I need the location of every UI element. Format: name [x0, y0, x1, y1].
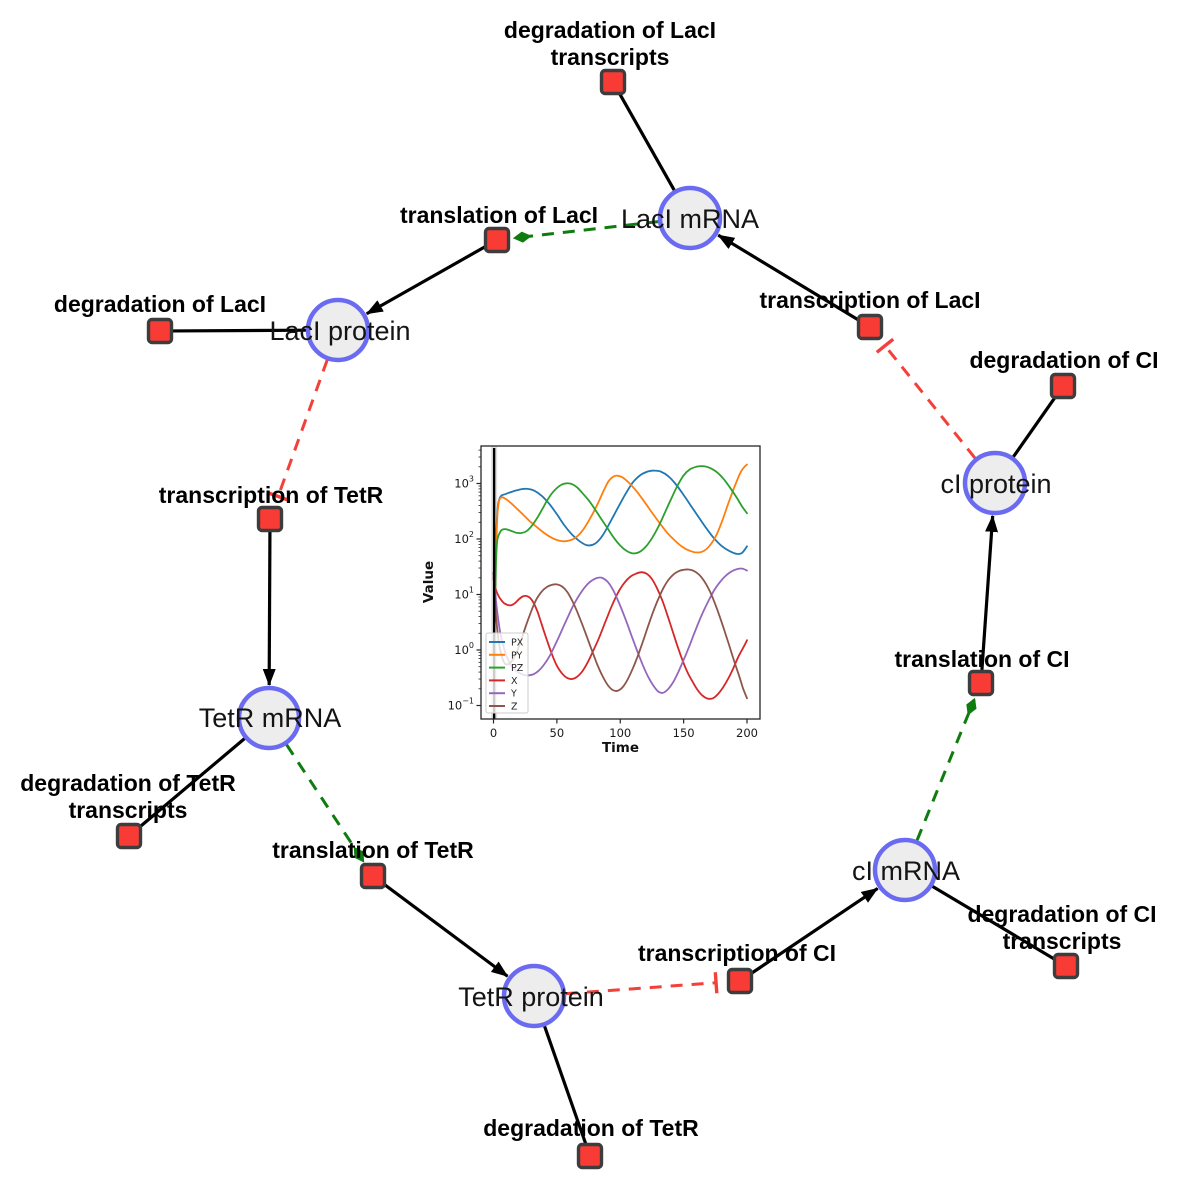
edge-consumption-ci-protein-deg-ci: [1012, 395, 1057, 458]
species-node-ci-mrna: [872, 837, 938, 903]
species-node-laci-mrna: [657, 185, 723, 251]
y-tick-label: 101: [454, 586, 474, 602]
species-label-ci-mrna: cI mRNA: [852, 856, 960, 886]
reaction-node-deg-ci: [1049, 372, 1077, 400]
edge-production-translation-laci-laci-protein: [365, 245, 487, 316]
edges-layer: [137, 92, 1057, 1145]
reaction-label-translation-tetr-line0: translation of TetR: [272, 837, 474, 863]
edge-inhibition-laci-protein-transcription-tetr: [276, 359, 329, 497]
reaction-label-deg-ci-transcripts-line0: degradation of CI: [967, 901, 1156, 927]
edge-production-translation-ci-ci-protein: [980, 514, 999, 671]
edge-production-transcription-laci-laci-mrna: [717, 233, 860, 322]
reaction-label-translation-laci-line0: translation of LacI: [400, 202, 598, 228]
reaction-label-transcription-laci-line0: transcription of LacI: [759, 287, 980, 313]
x-tick-label: 100: [609, 726, 631, 740]
species-node-ci-protein: [962, 450, 1028, 516]
reaction-label-deg-tetr-line0: degradation of TetR: [483, 1115, 699, 1141]
legend-label-PY: PY: [511, 650, 523, 661]
species-node-tetr-mrna: [236, 685, 302, 751]
reaction-label-deg-laci-transcripts-line0: degradation of LacI: [504, 17, 716, 43]
edge-modifier-laci-mrna-translation-laci: [512, 220, 659, 243]
edge-production-transcription-tetr-tetr-mrna: [262, 531, 276, 687]
reaction-node-translation-laci: [483, 226, 511, 254]
reaction-node-deg-tetr-transcripts: [115, 822, 143, 850]
edge-inhibition-tetr-protein-transcription-ci: [565, 981, 717, 996]
species-label-tetr-protein: TetR protein: [458, 982, 604, 1012]
edge-consumption-laci-protein-deg-laci: [172, 328, 307, 333]
reaction-label-transcription-tetr-line0: transcription of TetR: [159, 482, 384, 508]
species-label-tetr-mrna: TetR mRNA: [199, 703, 342, 733]
chart-series-layer: [492, 463, 748, 700]
reaction-node-translation-tetr: [359, 862, 387, 890]
inhibition-tee-transcription-tetr: [267, 491, 289, 502]
reaction-node-deg-ci-transcripts: [1052, 952, 1080, 980]
inhibition-tee-transcription-laci: [875, 337, 895, 354]
species-node-tetr-protein: [501, 963, 567, 1029]
reaction-label-translation-ci-line0: translation of CI: [894, 646, 1069, 672]
species-label-laci-protein: LacI protein: [269, 316, 410, 346]
inhibition-tee-transcription-ci: [713, 972, 719, 994]
reaction-label-deg-ci-line0: degradation of CI: [969, 347, 1158, 373]
reaction-label-deg-tetr-transcripts-line0: degradation of TetR: [20, 770, 236, 796]
x-axis-label: Time: [602, 740, 639, 756]
reaction-node-deg-laci-transcripts: [599, 68, 627, 96]
legend-label-X: X: [511, 676, 518, 687]
nodes-layer: [115, 68, 1080, 1170]
inset-timeseries-chart: 0 50 100 150 20010−1100101102103TimeValuePXP…: [421, 445, 761, 756]
x-tick-label: 150: [673, 726, 695, 740]
y-tick-label: 102: [454, 530, 474, 546]
series-PZ-line: [492, 465, 748, 654]
reaction-node-deg-tetr: [576, 1142, 604, 1170]
legend-label-Y: Y: [510, 689, 517, 700]
species-label-ci-protein: cI protein: [940, 469, 1051, 499]
species-label-laci-mrna: LacI mRNA: [621, 204, 759, 234]
labels-layer: degradation of LacItranscriptstranslatio…: [20, 17, 1158, 1141]
legend-label-PX: PX: [511, 638, 524, 649]
series-X-line: [492, 571, 748, 700]
y-axis-label: Value: [421, 561, 437, 603]
reaction-node-transcription-tetr: [256, 505, 284, 533]
edge-consumption-ci-mrna-deg-ci-transcripts: [931, 885, 1056, 961]
series-PX-line: [492, 469, 748, 654]
reaction-label-deg-laci-line0: degradation of LacI: [54, 291, 266, 317]
species-node-laci-protein: [305, 297, 371, 363]
edge-production-transcription-ci-ci-mrna: [749, 887, 879, 976]
reaction-label-deg-ci-transcripts-line1: transcripts: [1003, 928, 1122, 954]
edge-inhibition-ci-protein-transcription-laci: [883, 344, 977, 459]
edge-consumption-laci-mrna-deg-laci-transcripts: [618, 92, 676, 191]
series-PY-line: [492, 463, 748, 654]
reaction-label-deg-laci-transcripts-line1: transcripts: [551, 44, 670, 70]
legend-label-PZ: PZ: [511, 663, 524, 674]
x-tick-label: 50: [550, 726, 565, 740]
edge-modifier-tetr-mrna-translation-tetr: [285, 743, 365, 863]
x-tick-label: 0: [490, 726, 497, 740]
reaction-label-transcription-ci-line0: transcription of CI: [638, 940, 836, 966]
reaction-node-translation-ci: [967, 669, 995, 697]
legend-label-Z: Z: [511, 702, 518, 713]
reaction-node-transcription-ci: [726, 967, 754, 995]
edge-consumption-tetr-protein-deg-tetr: [543, 1025, 588, 1145]
edge-modifier-ci-mrna-translation-ci: [915, 697, 977, 841]
reaction-label-deg-tetr-transcripts-line1: transcripts: [69, 797, 188, 823]
edge-production-translation-tetr-tetr-protein: [382, 882, 509, 978]
y-tick-label: 10−1: [448, 697, 474, 713]
edge-consumption-tetr-mrna-deg-tetr-transcripts: [137, 737, 246, 829]
y-tick-label: 103: [454, 475, 474, 491]
y-tick-label: 100: [454, 641, 474, 657]
reaction-node-transcription-laci: [856, 313, 884, 341]
x-tick-label: 200: [736, 726, 758, 740]
reaction-node-deg-laci: [146, 317, 174, 345]
